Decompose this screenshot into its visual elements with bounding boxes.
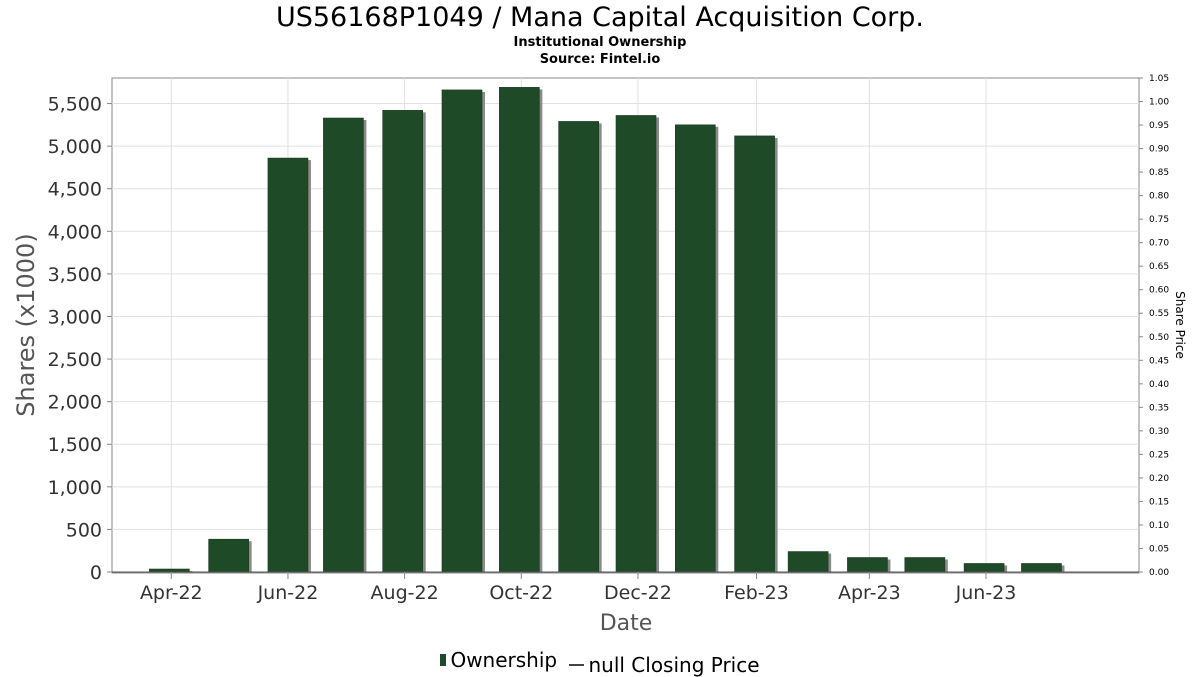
bar-group: [499, 87, 543, 573]
y2-tick-label: 0.90: [1149, 145, 1169, 155]
x-tick-label: Oct-22: [489, 582, 553, 604]
legend-label-price: null Closing Price: [588, 653, 760, 677]
y2-tick-label: 0.60: [1149, 286, 1169, 296]
y2-tick-label: 0.20: [1149, 474, 1169, 484]
y-tick-label: 4,000: [48, 221, 102, 243]
y2-axis-title: Share Price: [1173, 291, 1187, 359]
y-tick-label: 4,500: [48, 179, 102, 201]
bar-ownership: [267, 157, 309, 573]
y2-tick-label: 1.05: [1149, 74, 1169, 84]
bar-group: [787, 551, 832, 573]
y-tick-label: 3,000: [48, 306, 102, 328]
y-tick-label: 2,500: [48, 349, 102, 371]
bar-ownership: [904, 557, 946, 573]
bar-ownership: [1021, 563, 1062, 573]
bar-ownership: [499, 87, 540, 573]
y2-tick-label: 0.05: [1149, 544, 1169, 554]
y2-tick-label: 0.25: [1149, 450, 1169, 460]
x-tick-label: Feb-23: [724, 582, 789, 604]
chart-subtitle: Institutional Ownership: [513, 35, 687, 50]
x-tick-label: Dec-22: [604, 582, 672, 604]
y-tick-label: 1,000: [48, 477, 102, 499]
y2-tick-label: 1.00: [1149, 98, 1169, 108]
bar-group: [208, 538, 252, 573]
x-tick-label: Apr-23: [838, 582, 901, 604]
x-axis-title: Date: [600, 611, 653, 636]
y2-tick-label: 0.75: [1149, 215, 1169, 225]
bar-ownership: [787, 551, 829, 573]
y-axis-right: 0.00 0.05 0.10 0.15 0.20 0.25 0.30 0.35 0.40 0.45…: [1139, 74, 1169, 578]
bar-ownership: [675, 124, 716, 573]
y2-tick-label: 0.55: [1149, 309, 1169, 319]
y2-tick-label: 0.10: [1149, 521, 1169, 531]
bar-ownership: [963, 563, 1005, 573]
y2-tick-label: 0.40: [1149, 380, 1169, 390]
y-tick-label: 3,500: [48, 264, 102, 286]
y2-tick-label: 0.95: [1149, 121, 1169, 131]
bar-group: [963, 563, 1008, 573]
x-tick-label: Jun-22: [257, 582, 319, 604]
y2-tick-label: 0.70: [1149, 239, 1169, 249]
bar-group: [441, 89, 485, 573]
y-tick-label: 2,000: [48, 392, 102, 414]
y2-tick-label: 0.35: [1149, 403, 1169, 413]
x-tick-label: Aug-22: [371, 582, 439, 604]
y-tick-label: 0: [90, 562, 102, 584]
chart-title: US56168P1049 / Mana Capital Acquisition …: [275, 2, 925, 33]
y-tick-label: 500: [66, 519, 102, 541]
y2-tick-label: 0.30: [1149, 427, 1169, 437]
y-axis-title: Shares (x1000): [12, 233, 40, 416]
y2-tick-label: 0.65: [1149, 262, 1169, 272]
x-axis: Apr-22 Jun-22 Aug-22 Oct-22 Dec-22 Feb-23 Apr-…: [112, 571, 1139, 604]
bar-group: [382, 110, 426, 573]
bar-group: [904, 557, 948, 573]
ownership-swatch-icon: [440, 654, 447, 666]
bar-group: [615, 115, 660, 573]
chart-legend: Ownership null Closing Price: [0, 647, 1200, 677]
y2-tick-label: 0.80: [1149, 192, 1169, 202]
y2-tick-label: 0.00: [1149, 568, 1169, 578]
y2-tick-label: 0.85: [1149, 168, 1169, 178]
y2-tick-label: 0.45: [1149, 356, 1169, 366]
x-tick-label: Jun-23: [955, 582, 1017, 604]
bar-group: [267, 157, 311, 573]
y2-tick-label: 0.50: [1149, 333, 1169, 343]
y-tick-label: 5,000: [48, 136, 102, 158]
legend-item-price[interactable]: null Closing Price: [563, 653, 760, 677]
bar-ownership: [382, 110, 423, 573]
y-axis-left: 0 500 1,000 1,500 2,000 2,500 3,000 3,500 4,000 4…: [48, 94, 112, 584]
x-tick-label: Apr-22: [140, 582, 203, 604]
bar-ownership: [847, 557, 888, 573]
price-line-swatch-icon: [569, 664, 585, 666]
bar-group: [734, 135, 778, 573]
bar-ownership: [323, 117, 364, 573]
bar-group: [323, 117, 367, 573]
bar-ownership: [558, 121, 599, 573]
bar-ownership: [734, 135, 775, 573]
bar-group: [675, 124, 719, 573]
chart-source: Source: Fintel.io: [539, 52, 661, 67]
y-tick-label: 5,500: [48, 94, 102, 116]
legend-item-ownership[interactable]: Ownership: [440, 648, 557, 672]
bar-group: [558, 121, 602, 573]
bar-ownership: [208, 538, 249, 573]
y2-tick-label: 0.15: [1149, 497, 1169, 507]
bar-group: [1021, 563, 1065, 573]
bar-series-ownership: [149, 87, 1065, 573]
legend-label-ownership: Ownership: [450, 648, 558, 672]
bar-ownership: [441, 89, 483, 573]
y-tick-label: 1,500: [48, 434, 102, 456]
bar-group: [847, 557, 891, 573]
bar-ownership: [615, 115, 657, 573]
